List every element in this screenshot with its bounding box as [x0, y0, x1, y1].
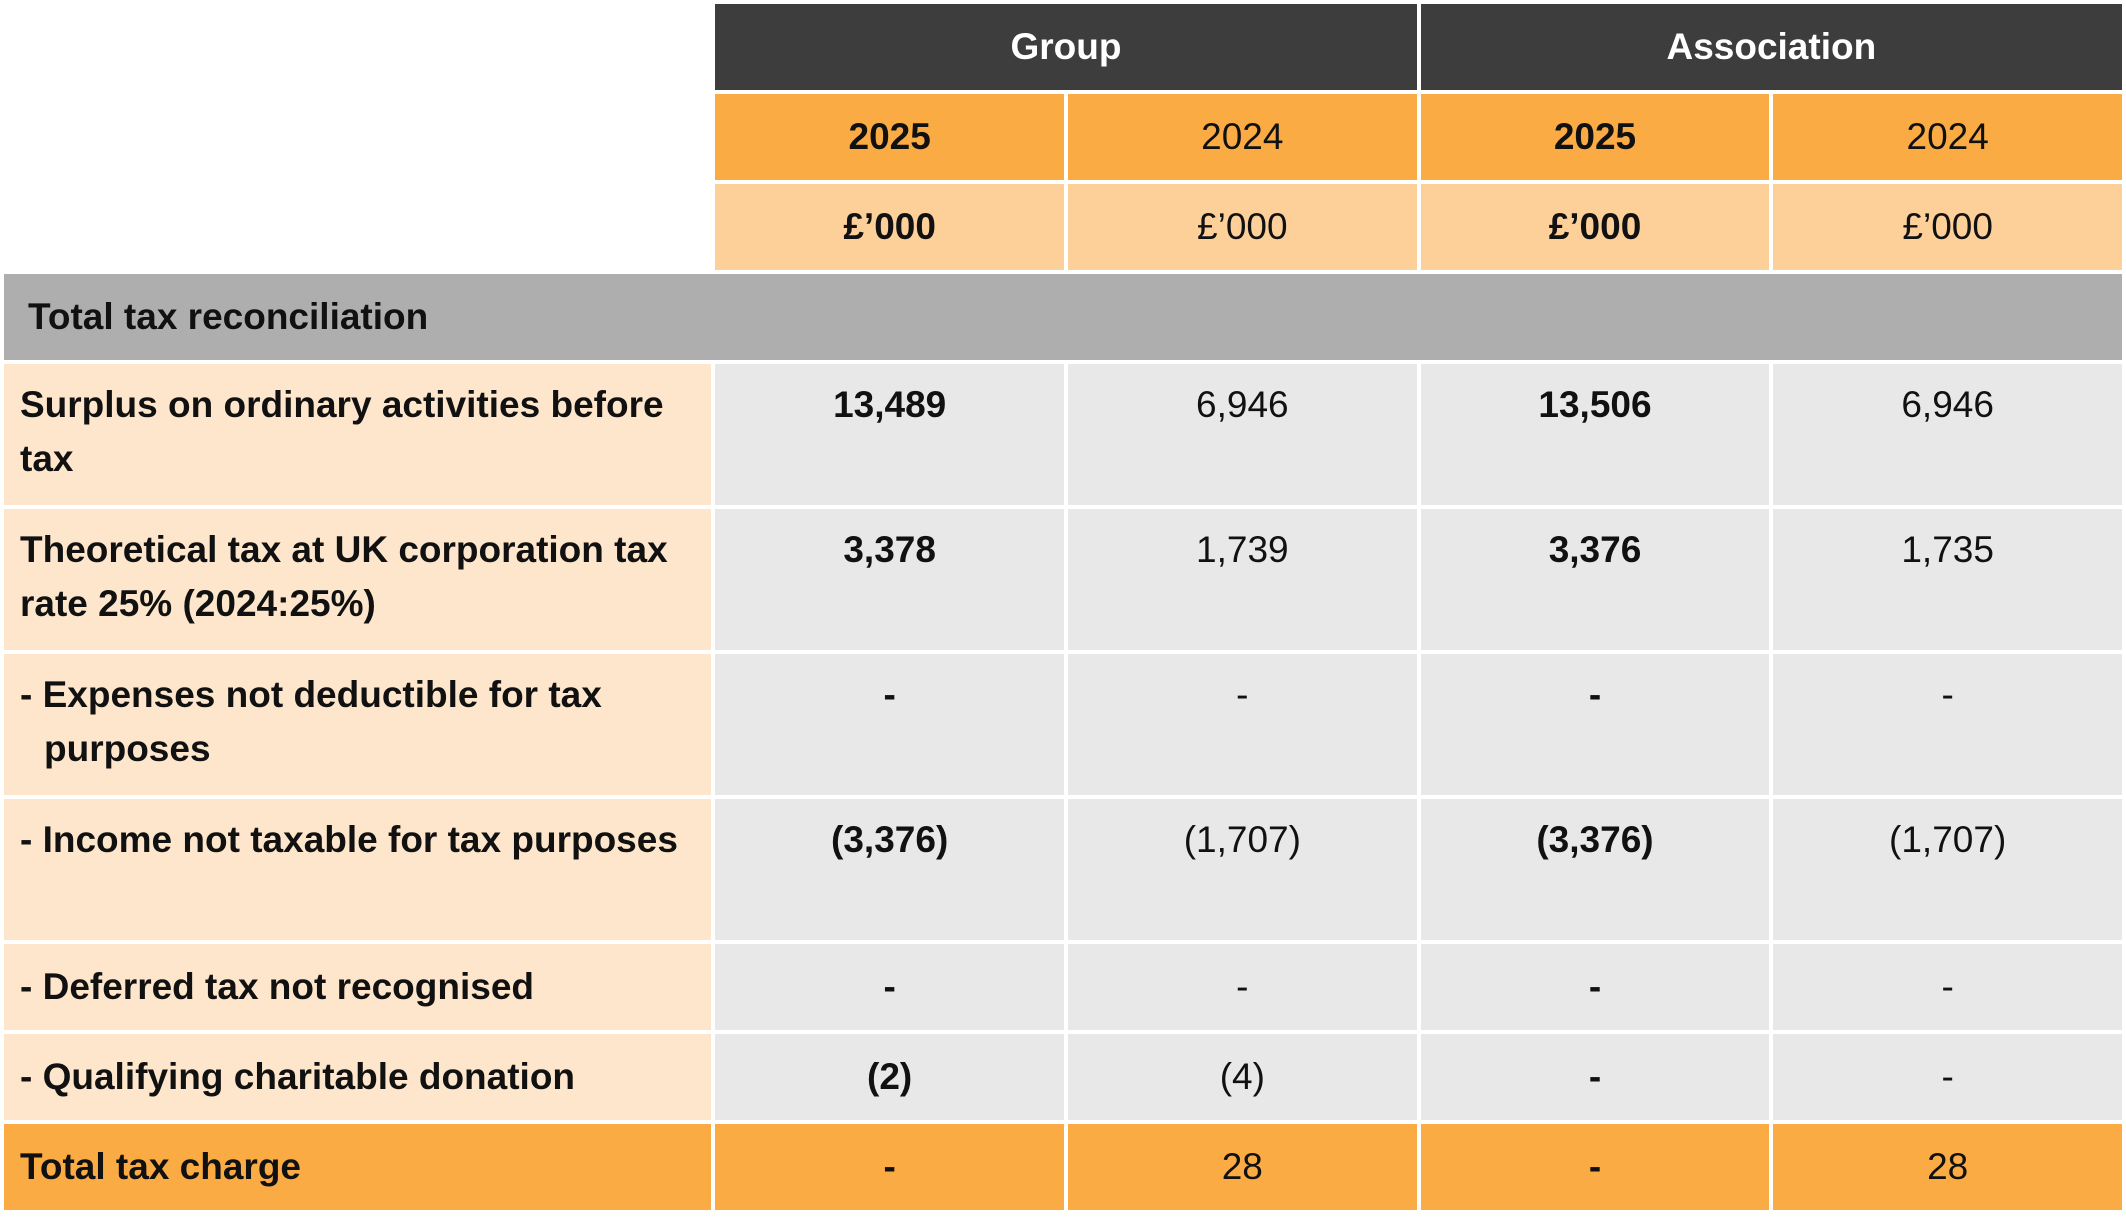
value-cell: -: [715, 1124, 1064, 1210]
data-row: Surplus on ordinary activities before ta…: [4, 364, 2122, 505]
value-cell: -: [1067, 944, 1417, 1030]
data-row: - Deferred tax not recognised - - - -: [4, 944, 2122, 1030]
value-cell: (1,707): [1067, 799, 1417, 940]
group-header: Group: [715, 4, 1417, 90]
data-row: - Income not taxable for tax purposes (3,…: [4, 799, 2122, 940]
group-header: Association: [1420, 4, 2122, 90]
value-cell: 1,739: [1067, 509, 1417, 650]
value-cell: -: [1773, 944, 2122, 1030]
value-cell: 13,489: [715, 364, 1064, 505]
value-cell: -: [1067, 654, 1417, 795]
value-cell: (1,707): [1773, 799, 2122, 940]
year-header-row: 2025 2024 2025 2024: [4, 94, 2122, 180]
value-cell: 13,506: [1420, 364, 1770, 505]
row-label: - Expenses not deductible for tax purpos…: [4, 654, 712, 795]
value-cell: 28: [1773, 1124, 2122, 1210]
value-cell: 3,376: [1420, 509, 1770, 650]
value-cell: -: [1420, 654, 1770, 795]
value-cell: 6,946: [1773, 364, 2122, 505]
value-cell: -: [1420, 944, 1770, 1030]
row-label: - Income not taxable for tax purposes: [4, 799, 712, 940]
value-cell: 3,378: [715, 509, 1064, 650]
year-header: 2024: [1773, 94, 2122, 180]
value-cell: -: [1773, 1034, 2122, 1120]
row-label: - Qualifying charitable donation: [4, 1034, 712, 1120]
value-cell: -: [715, 944, 1064, 1030]
data-row: - Qualifying charitable donation (2) (4) - -: [4, 1034, 2122, 1120]
unit-header: £’000: [1067, 184, 1417, 270]
unit-header: £’000: [1773, 184, 2122, 270]
blank-cell: [4, 4, 712, 90]
value-cell: 6,946: [1067, 364, 1417, 505]
value-cell: (3,376): [1420, 799, 1770, 940]
value-cell: -: [1420, 1034, 1770, 1120]
row-label: - Deferred tax not recognised: [4, 944, 712, 1030]
row-label: Theoretical tax at UK corporation tax ra…: [4, 509, 712, 650]
value-cell: (4): [1067, 1034, 1417, 1120]
value-cell: 28: [1067, 1124, 1417, 1210]
table-body: Group Association 2025 2024 2025 2024 £’000 £’0…: [4, 4, 2122, 1210]
row-label: Total tax charge: [4, 1124, 712, 1210]
value-cell: (2): [715, 1034, 1064, 1120]
section-row: Total tax reconciliation: [4, 274, 2122, 360]
row-label: Surplus on ordinary activities before ta…: [4, 364, 712, 505]
unit-header: £’000: [715, 184, 1064, 270]
value-cell: -: [1773, 654, 2122, 795]
blank-cell: [4, 184, 712, 270]
year-header: 2025: [715, 94, 1064, 180]
blank-cell: [4, 94, 712, 180]
unit-header: £’000: [1420, 184, 1770, 270]
total-row: Total tax charge -28-28: [4, 1124, 2122, 1210]
unit-header-row: £’000 £’000 £’000 £’000: [4, 184, 2122, 270]
value-cell: 1,735: [1773, 509, 2122, 650]
year-header: 2024: [1067, 94, 1417, 180]
value-cell: -: [1420, 1124, 1770, 1210]
section-title: Total tax reconciliation: [4, 274, 2122, 360]
year-header: 2025: [1420, 94, 1770, 180]
data-row: - Expenses not deductible for tax purpos…: [4, 654, 2122, 795]
group-header-row: Group Association: [4, 4, 2122, 90]
value-cell: (3,376): [715, 799, 1064, 940]
value-cell: -: [715, 654, 1064, 795]
data-row: Theoretical tax at UK corporation tax ra…: [4, 509, 2122, 650]
